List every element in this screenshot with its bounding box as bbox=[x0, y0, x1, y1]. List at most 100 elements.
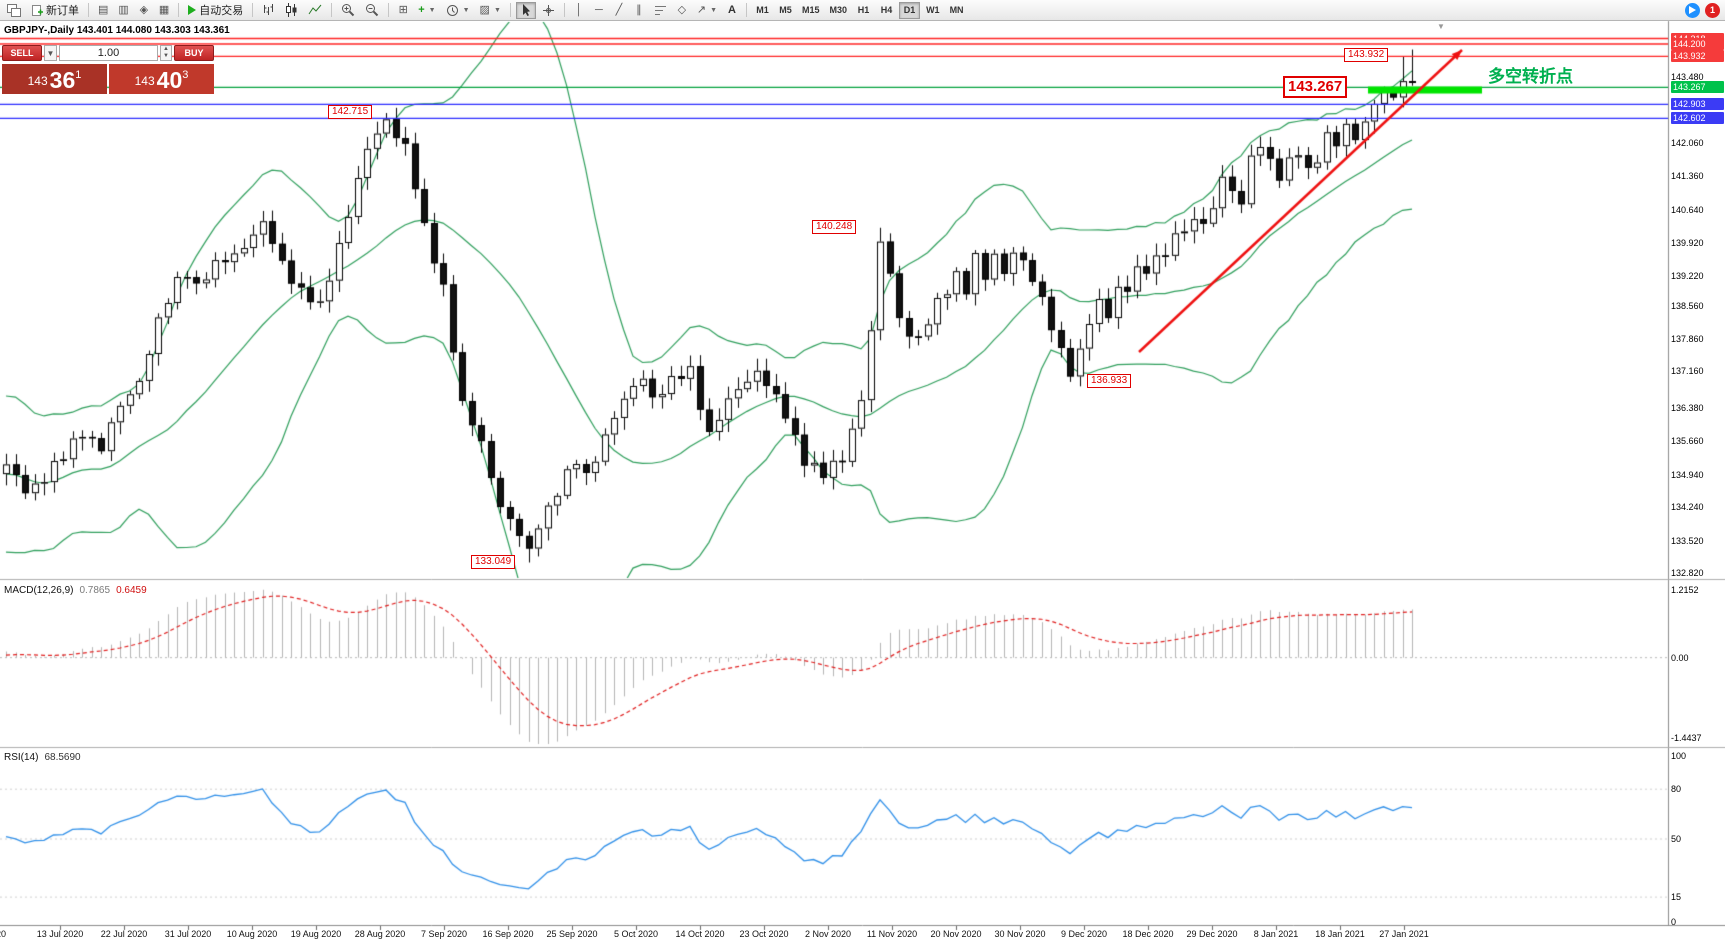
toolbar-separator bbox=[509, 3, 511, 17]
market-watch-icon[interactable]: ▤ bbox=[94, 2, 112, 19]
price-axis-tick-label: 138.560 bbox=[1671, 301, 1704, 312]
bar-chart-icon[interactable] bbox=[258, 2, 279, 19]
toolbar-separator bbox=[746, 3, 748, 17]
trend-annotation-text[interactable]: 多空转折点 bbox=[1488, 67, 1573, 86]
new-order-button[interactable]: 新订单 bbox=[27, 2, 83, 19]
toolbar-separator bbox=[331, 3, 333, 17]
macd-main-value: 0.7865 bbox=[79, 585, 111, 596]
quote-header: GBPJPY-,Daily 143.401 144.080 143.303 14… bbox=[4, 25, 230, 36]
paper-plane-icon bbox=[1689, 6, 1696, 14]
price-tag[interactable]: 142.715 bbox=[328, 105, 373, 120]
timeframe-h1[interactable]: H1 bbox=[853, 2, 874, 19]
price-axis-tick-label: 132.820 bbox=[1671, 568, 1704, 579]
date-label: 16 Sep 2020 bbox=[482, 929, 534, 939]
charts-cascade-icon[interactable] bbox=[3, 2, 25, 19]
indicators-icon[interactable]: + ▼ bbox=[414, 2, 439, 19]
price-axis-tick-label: 137.160 bbox=[1671, 366, 1704, 377]
main-toolbar: 新订单 ▤ ▥ ◈ ▦ 自动交易 ⊞ + ▼ ▼ ▨ ▼ │ ─ ╱ ∥ ◇ ↗ ▼ … bbox=[0, 0, 1725, 21]
macd-label: MACD(12,26,9) 0.7865 0.6459 bbox=[4, 585, 147, 596]
horizontal-line-icon[interactable]: ─ bbox=[590, 2, 608, 19]
date-label: 7 Sep 2020 bbox=[420, 929, 468, 939]
trendline-icon[interactable]: ╱ bbox=[610, 2, 628, 19]
autotrading-button[interactable]: 自动交易 bbox=[184, 2, 247, 19]
buy-price-display[interactable]: 143 40 3 bbox=[109, 64, 214, 94]
stepper-down-icon[interactable]: ▼ bbox=[163, 53, 169, 59]
sell-price-sup: 1 bbox=[75, 69, 82, 81]
timeframe-m30[interactable]: M30 bbox=[826, 2, 852, 19]
date-label: 23 Oct 2020 bbox=[739, 929, 789, 939]
date-label: 20 Nov 2020 bbox=[930, 929, 982, 939]
crosshair-icon[interactable] bbox=[538, 2, 559, 19]
timeframe-d1[interactable]: D1 bbox=[899, 1, 921, 19]
new-order-label: 新订单 bbox=[46, 5, 79, 17]
timeframe-h4[interactable]: H4 bbox=[876, 2, 897, 19]
sell-button[interactable]: SELL bbox=[2, 45, 42, 61]
timeframe-m5[interactable]: M5 bbox=[775, 2, 796, 19]
price-axis-line-label: 142.903 bbox=[1671, 98, 1724, 111]
toolbar-separator bbox=[178, 3, 180, 17]
price-axis-tick-label: 136.380 bbox=[1671, 402, 1704, 413]
price-axis-tick-label: 142.060 bbox=[1671, 138, 1704, 149]
macd-name: MACD(12,26,9) bbox=[4, 585, 74, 596]
navigator-icon[interactable]: ◈ bbox=[135, 2, 153, 19]
chart-shift-marker[interactable]: ▼ bbox=[1437, 22, 1445, 31]
templates-icon[interactable]: ▨ ▼ bbox=[476, 2, 505, 19]
date-label: 30 Nov 2020 bbox=[994, 929, 1046, 939]
price-axis-tick-label: 137.860 bbox=[1671, 333, 1704, 344]
sell-price-prefix: 143 bbox=[27, 74, 48, 88]
zoom-out-icon[interactable] bbox=[361, 2, 383, 19]
text-tool-icon[interactable]: A bbox=[723, 2, 741, 19]
price-axis-tick-label: 140.640 bbox=[1671, 204, 1704, 215]
vertical-line-icon[interactable]: │ bbox=[570, 2, 588, 19]
timeframe-m15[interactable]: M15 bbox=[798, 2, 824, 19]
stepper-up-icon[interactable]: ▲ bbox=[163, 46, 169, 52]
community-icon[interactable] bbox=[1685, 2, 1700, 18]
sell-price-display[interactable]: 143 36 1 bbox=[2, 64, 107, 94]
equidistant-channel-icon[interactable]: ∥ bbox=[630, 2, 648, 19]
volume-input[interactable] bbox=[59, 45, 158, 61]
volume-stepper[interactable]: ▲ ▼ bbox=[160, 45, 172, 61]
date-label: 22 Jul 2020 bbox=[100, 929, 148, 939]
fibonacci-icon[interactable] bbox=[650, 2, 671, 19]
price-tag[interactable]: 143.932 bbox=[1344, 48, 1389, 63]
price-tag[interactable]: 133.049 bbox=[471, 554, 516, 569]
date-label: 10 Aug 2020 bbox=[226, 929, 278, 939]
rsi-scale-label: 0 bbox=[1671, 917, 1677, 927]
buy-price-sup: 3 bbox=[182, 69, 189, 81]
timeframe-w1[interactable]: W1 bbox=[922, 2, 944, 19]
timeframe-mn[interactable]: MN bbox=[946, 2, 968, 19]
arrows-tool-icon[interactable]: ↗ ▼ bbox=[693, 2, 721, 19]
toolbar-separator bbox=[88, 3, 89, 17]
macd-signal-value: 0.6459 bbox=[116, 585, 147, 596]
timeframe-m1[interactable]: M1 bbox=[752, 2, 773, 19]
periods-icon[interactable]: ▼ bbox=[442, 2, 474, 19]
price-tag[interactable]: 136.933 bbox=[1087, 373, 1132, 388]
buy-button[interactable]: BUY bbox=[174, 45, 214, 61]
price-tag[interactable]: 143.267 bbox=[1283, 76, 1348, 99]
price-axis-tick-label: 134.240 bbox=[1671, 502, 1704, 513]
symbol-period-label: GBPJPY-,Daily bbox=[4, 25, 75, 36]
terminal-icon[interactable]: ▦ bbox=[155, 2, 173, 19]
order-type-dropdown[interactable]: ▼ bbox=[44, 45, 57, 61]
candlestick-chart-icon[interactable] bbox=[281, 2, 302, 19]
line-chart-icon[interactable] bbox=[304, 2, 326, 19]
data-window-icon[interactable]: ▥ bbox=[114, 2, 132, 19]
date-label: 18 Jan 2021 bbox=[1315, 929, 1365, 939]
date-label: 2020 bbox=[0, 929, 7, 939]
zoom-in-icon[interactable] bbox=[337, 2, 359, 19]
toolbar-separator bbox=[563, 3, 565, 17]
date-label: 5 Oct 2020 bbox=[613, 929, 659, 939]
buy-price-prefix: 143 bbox=[134, 74, 155, 88]
price-axis-tick-label: 133.520 bbox=[1671, 535, 1704, 546]
price-tag[interactable]: 140.248 bbox=[812, 219, 857, 234]
ohlc-values: 143.401 144.080 143.303 143.361 bbox=[76, 25, 230, 36]
rsi-scale-label: 80 bbox=[1671, 784, 1682, 795]
cursor-icon[interactable] bbox=[515, 1, 536, 19]
notifications-badge[interactable]: 1 bbox=[1705, 2, 1720, 18]
date-label: 31 Jul 2020 bbox=[164, 929, 212, 939]
tile-windows-icon[interactable]: ⊞ bbox=[394, 2, 412, 19]
shapes-icon[interactable]: ◇ bbox=[673, 2, 691, 19]
